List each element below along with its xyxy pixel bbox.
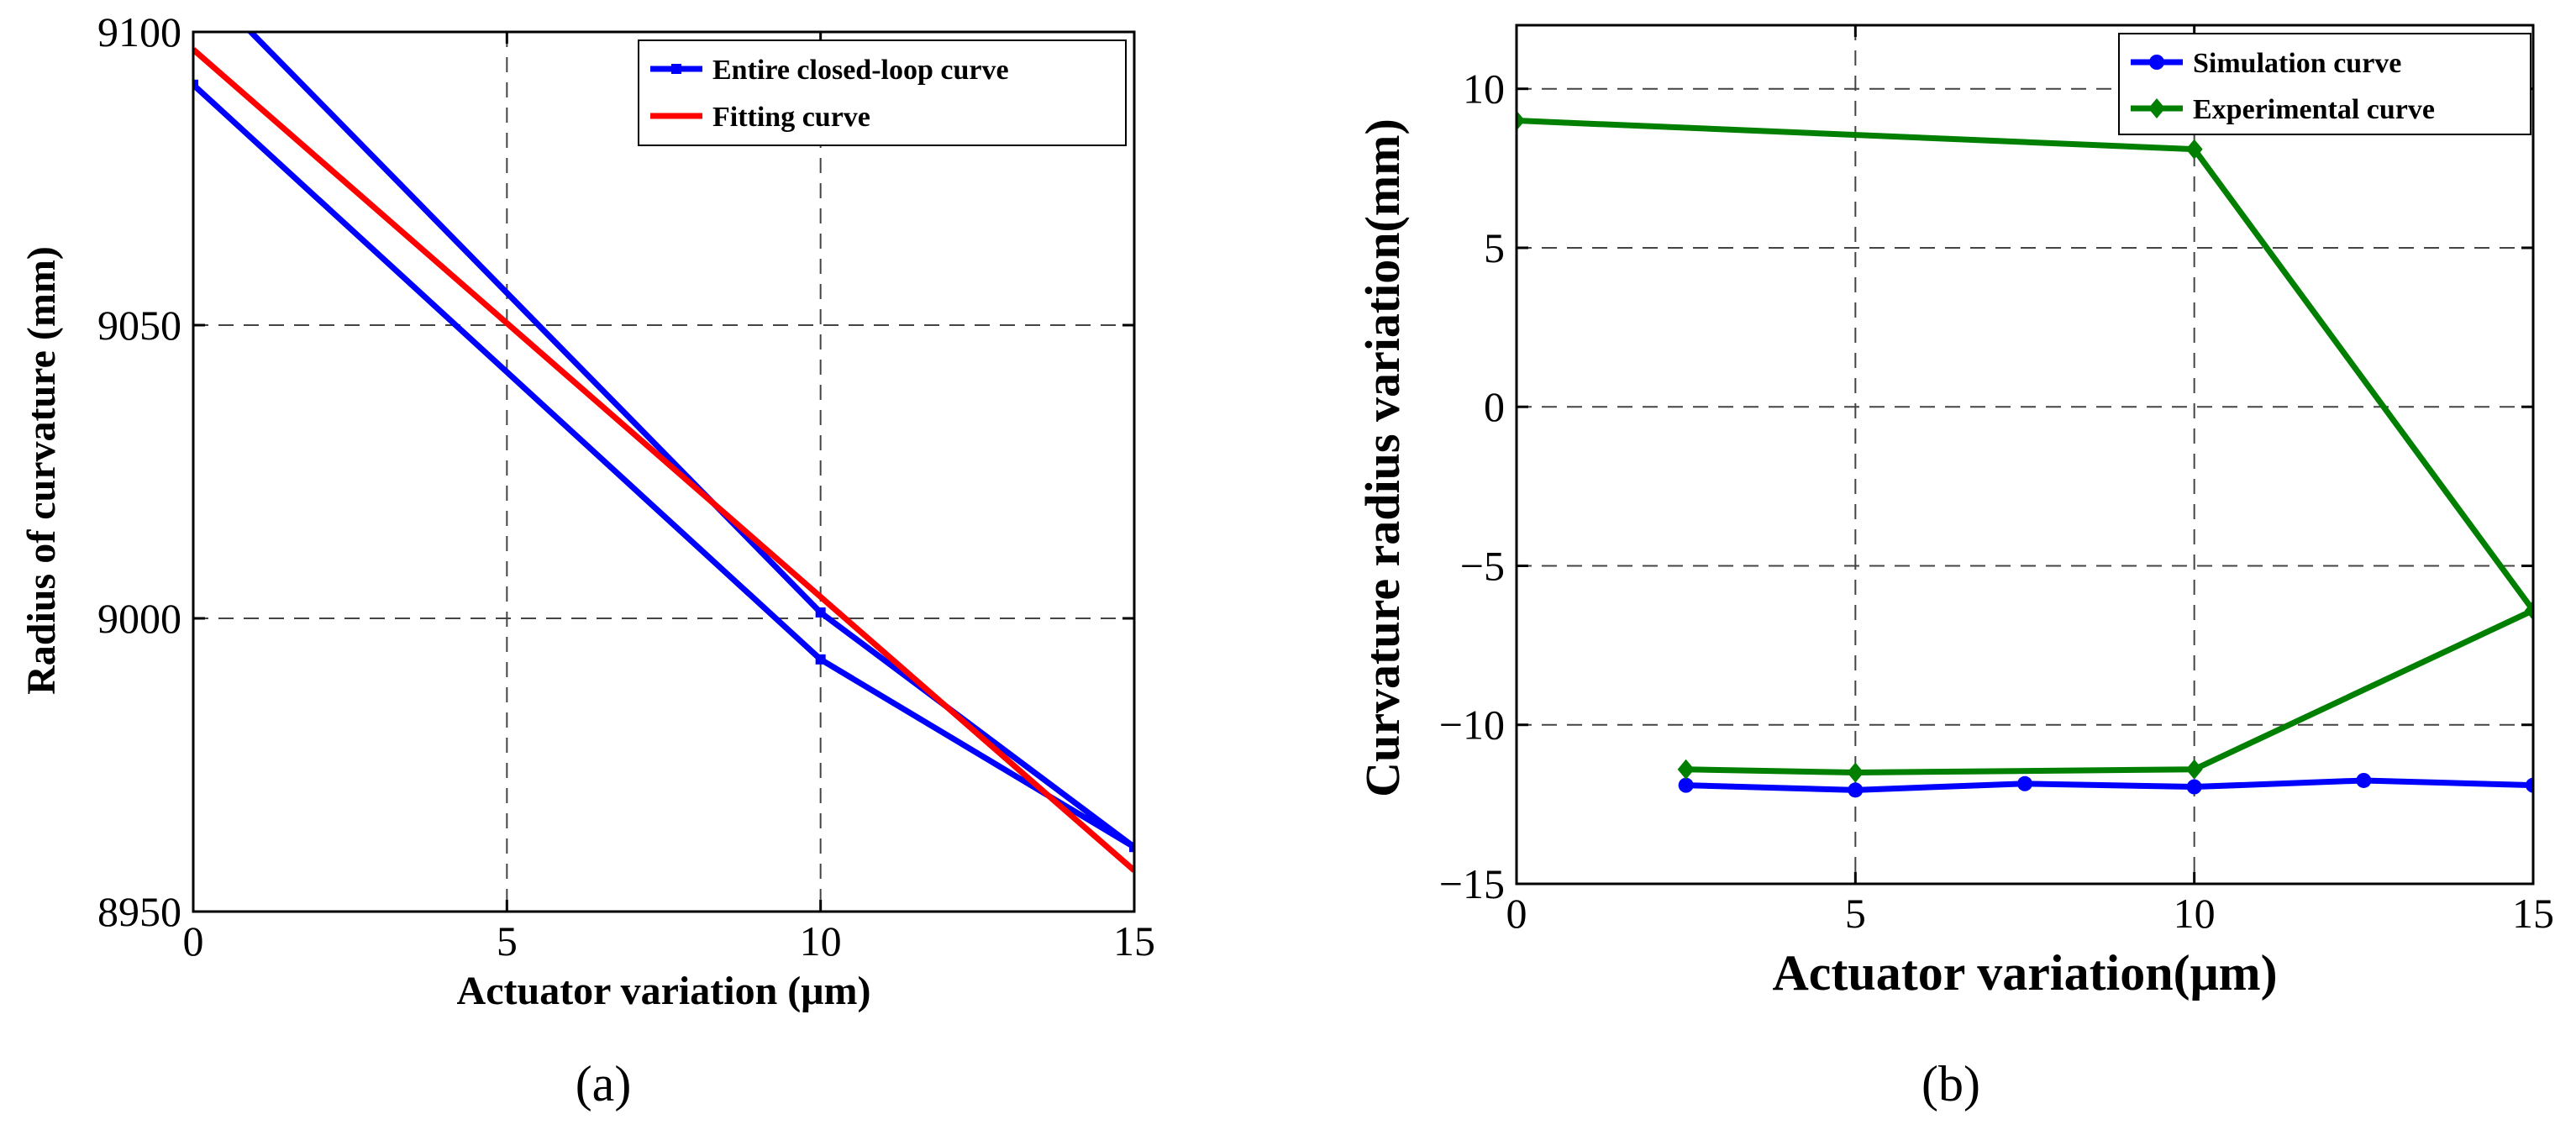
data-point (1848, 782, 1864, 798)
legend-label-1: Entire closed-loop curve (712, 55, 1009, 86)
data-point (1517, 110, 1525, 131)
data-point (2525, 600, 2533, 621)
data-point (2185, 139, 2203, 160)
y-tick-label: 9100 (97, 8, 181, 55)
x-axis-label: Actuator variation (μm) (457, 969, 871, 1013)
data-point (1129, 842, 1134, 853)
grid-lines (1517, 25, 2533, 884)
axes-frame (192, 30, 1136, 913)
series-line-1 (193, 32, 1134, 850)
panel-caption: (b) (1921, 1056, 1980, 1112)
x-tick-label: 0 (1506, 890, 1527, 937)
data-point (2185, 759, 2203, 780)
x-tick-label: 10 (2174, 890, 2216, 937)
axes-frame (1515, 24, 2535, 886)
data-point (1678, 777, 1694, 793)
legend-label-2: Fitting curve (712, 102, 870, 133)
series-line-2 (193, 47, 1134, 873)
data-point (2017, 775, 2032, 791)
legend: Entire closed-loop curve Fitting curve (638, 39, 1127, 146)
series-line-2 (1517, 118, 2533, 776)
data-point (2526, 777, 2533, 793)
legend-marker (671, 64, 681, 74)
panel-caption: (a) (576, 1056, 632, 1112)
x-tick-label: 15 (1113, 917, 1155, 964)
data-point (1847, 762, 1864, 783)
data-point (193, 79, 198, 90)
legend-label-1: Simulation curve (2193, 48, 2401, 79)
data-point (2356, 772, 2372, 788)
legend-box (638, 39, 1127, 146)
legend-marker (2149, 55, 2164, 70)
series-group (1517, 110, 2533, 798)
legend-marker (2148, 98, 2165, 118)
chart-panel-a: 0 5 10 15 8950 9000 9050 9100 Actuator variation… (19, 8, 1155, 1112)
legend: Simulation curve Experimental curve (2118, 33, 2531, 135)
chart-panel-b: 0 5 10 15 −15 −10 −5 0 5 10 Actuator variation(μm)… (1355, 24, 2554, 1112)
y-tick-label: −10 (1439, 702, 1505, 749)
series-group (193, 32, 1134, 873)
y-tick-label: 9000 (97, 595, 181, 642)
y-tick-label: 0 (1484, 383, 1505, 430)
data-point (2186, 779, 2202, 795)
x-tick-label: 10 (800, 917, 842, 964)
legend-label-2: Experimental curve (2193, 94, 2435, 125)
y-tick-label: 10 (1463, 66, 1505, 113)
x-tick-label: 5 (497, 917, 518, 964)
data-point (1677, 759, 1695, 780)
y-tick-label: 8950 (97, 888, 181, 935)
x-tick-label: 0 (183, 917, 204, 964)
grid-lines (193, 32, 1134, 912)
x-tick-label: 5 (1845, 890, 1866, 937)
x-axis-label: Actuator variation(μm) (1772, 945, 2277, 1001)
data-point (815, 654, 826, 665)
y-tick-label: −15 (1439, 860, 1505, 907)
series-line-1 (1685, 777, 2533, 793)
x-tick-label: 15 (2512, 890, 2554, 937)
data-point (815, 607, 826, 618)
y-tick-label: 5 (1484, 224, 1505, 271)
y-tick-label: −5 (1460, 542, 1505, 589)
y-axis-label: Curvature radius variation(mm) (1355, 118, 1410, 797)
y-axis-label: Radius of curvature (mm) (19, 246, 64, 695)
y-tick-label: 9050 (97, 302, 181, 349)
legend-box (2118, 33, 2531, 135)
